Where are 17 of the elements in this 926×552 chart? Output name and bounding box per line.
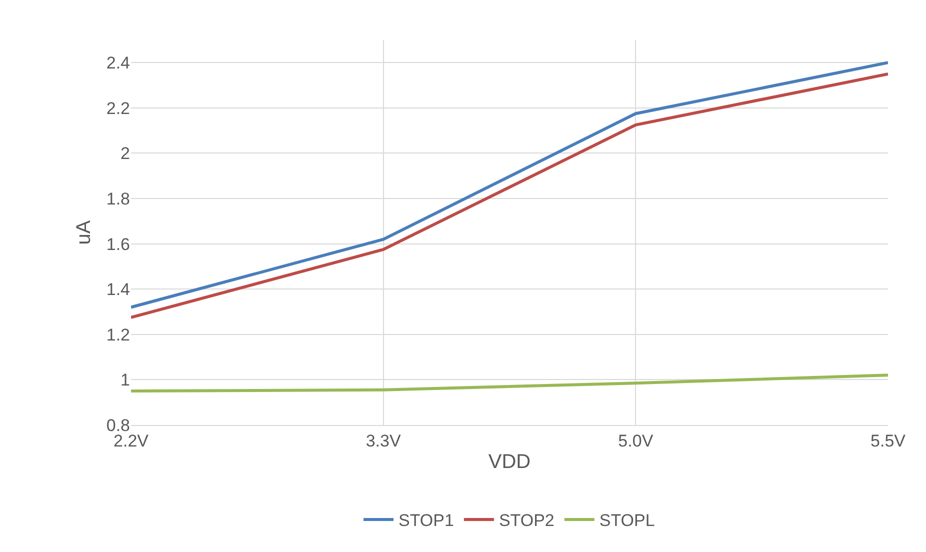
- x-axis-title: VDD: [488, 450, 531, 473]
- y-tick-label: 2.2: [106, 98, 130, 118]
- y-tick-label: 1.6: [106, 234, 130, 254]
- legend-label: STOP2: [498, 511, 554, 530]
- y-tick-label: 1.4: [106, 280, 130, 300]
- line-series: [131, 374, 888, 393]
- y-tick-label: 2.4: [106, 54, 130, 73]
- y-tick-label: 1.2: [106, 325, 130, 344]
- y-tick-label: 2: [120, 144, 130, 164]
- x-tick-label: 5.5V: [870, 431, 906, 450]
- y-tick-label: 1: [120, 370, 130, 390]
- legend-label: STOPL: [599, 511, 655, 530]
- y-tick-label: 1.8: [106, 189, 130, 208]
- y-axis-title: uA: [72, 220, 95, 245]
- x-tick-label: 3.3V: [366, 431, 402, 450]
- x-tick-label: 5.0V: [618, 431, 654, 450]
- legend-label: STOP1: [398, 511, 454, 530]
